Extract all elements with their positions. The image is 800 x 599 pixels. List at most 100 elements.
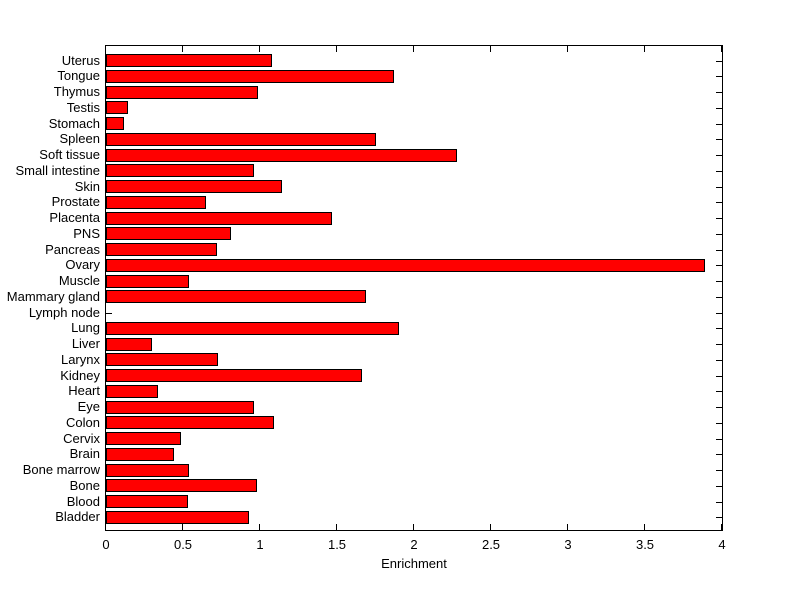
y-tick-right [716, 171, 722, 172]
y-tick-right [716, 265, 722, 266]
y-tick-right [716, 391, 722, 392]
y-tick-right [716, 218, 722, 219]
category-label-ovary: Ovary [65, 257, 100, 272]
bar-cervix [106, 432, 181, 445]
y-tick-right [716, 313, 722, 314]
category-label-stomach: Stomach [48, 116, 100, 131]
category-label-brain: Brain [69, 446, 100, 461]
bar-thymus [106, 86, 258, 99]
bar-uterus [106, 54, 272, 67]
category-label-pancreas: Pancreas [45, 242, 100, 257]
x-tick-label-1-5: 1.5 [327, 537, 347, 552]
category-label-placenta: Placenta [49, 210, 100, 225]
x-tick-label-3: 3 [564, 537, 572, 552]
x-tick-top [105, 46, 106, 52]
y-tick-right [716, 139, 722, 140]
bar-prostate [106, 196, 206, 209]
category-label-cervix: Cervix [63, 431, 100, 446]
category-label-muscle: Muscle [58, 273, 100, 288]
bar-ovary [106, 259, 705, 272]
bar-bone [106, 479, 257, 492]
bar-placenta [106, 212, 332, 225]
x-tick-label-1: 1 [256, 537, 264, 552]
y-tick-right [716, 423, 722, 424]
y-tick-right [716, 76, 722, 77]
category-label-skin: Skin [74, 179, 100, 194]
y-tick-right [716, 250, 722, 251]
category-label-liver: Liver [71, 336, 100, 351]
category-label-bladder: Bladder [55, 509, 100, 524]
y-tick-right [716, 92, 722, 93]
x-tick-label-0-5: 0.5 [173, 537, 193, 552]
bar-bladder [106, 511, 249, 524]
bar-eye [106, 401, 254, 414]
y-tick-right [716, 407, 722, 408]
category-label-uterus: Uterus [61, 53, 100, 68]
x-tick-top [567, 46, 568, 52]
y-tick-right [716, 360, 722, 361]
x-tick-top [259, 46, 260, 52]
x-tick-bottom [490, 524, 491, 530]
x-tick-top [644, 46, 645, 52]
y-tick-right [716, 486, 722, 487]
x-tick-top [721, 46, 722, 52]
x-tick-bottom [182, 524, 183, 530]
y-tick-right [716, 470, 722, 471]
bar-spleen [106, 133, 376, 146]
bar-tongue [106, 70, 394, 83]
x-tick-bottom [105, 524, 106, 530]
x-tick-top [182, 46, 183, 52]
category-label-bone-marrow: Bone marrow [22, 462, 100, 477]
y-tick-right [716, 517, 722, 518]
category-label-mammary-gland: Mammary gland [6, 289, 100, 304]
category-label-soft-tissue: Soft tissue [39, 147, 100, 162]
y-tick-right [716, 187, 722, 188]
bar-pancreas [106, 243, 217, 256]
category-label-larynx: Larynx [60, 352, 100, 367]
y-tick-right [716, 297, 722, 298]
category-label-tongue: Tongue [57, 68, 100, 83]
x-tick-top [490, 46, 491, 52]
category-label-lymph-node: Lymph node [28, 305, 100, 320]
bar-lung [106, 322, 399, 335]
plot-area [105, 45, 723, 531]
y-tick-right [716, 454, 722, 455]
category-label-kidney: Kidney [60, 368, 100, 383]
bar-small-intestine [106, 164, 254, 177]
y-tick-right [716, 108, 722, 109]
x-tick-label-4: 4 [718, 537, 726, 552]
y-tick-right [716, 281, 722, 282]
bar-heart [106, 385, 158, 398]
y-tick-right [716, 202, 722, 203]
x-tick-top [336, 46, 337, 52]
x-tick-bottom [413, 524, 414, 530]
bar-liver [106, 338, 152, 351]
y-tick-right [716, 376, 722, 377]
y-tick-right [716, 344, 722, 345]
bar-bone-marrow [106, 464, 189, 477]
bar-soft-tissue [106, 149, 457, 162]
x-tick-bottom [336, 524, 337, 530]
x-tick-label-2: 2 [410, 537, 418, 552]
category-label-small-intestine: Small intestine [15, 163, 100, 178]
y-tick-left [106, 313, 112, 314]
x-tick-top [413, 46, 414, 52]
category-label-eye: Eye [77, 399, 100, 414]
bar-kidney [106, 369, 362, 382]
category-label-testis: Testis [66, 100, 100, 115]
bar-blood [106, 495, 188, 508]
x-tick-bottom [259, 524, 260, 530]
bar-mammary-gland [106, 290, 366, 303]
y-tick-right [716, 61, 722, 62]
y-tick-right [716, 502, 722, 503]
category-label-bone: Bone [69, 478, 100, 493]
x-tick-label-0: 0 [102, 537, 110, 552]
y-tick-right [716, 234, 722, 235]
category-label-prostate: Prostate [51, 194, 100, 209]
bar-larynx [106, 353, 218, 366]
bar-stomach [106, 117, 124, 130]
x-axis-title: Enrichment [381, 556, 447, 571]
bar-muscle [106, 275, 189, 288]
category-label-thymus: Thymus [53, 84, 100, 99]
x-tick-bottom [644, 524, 645, 530]
